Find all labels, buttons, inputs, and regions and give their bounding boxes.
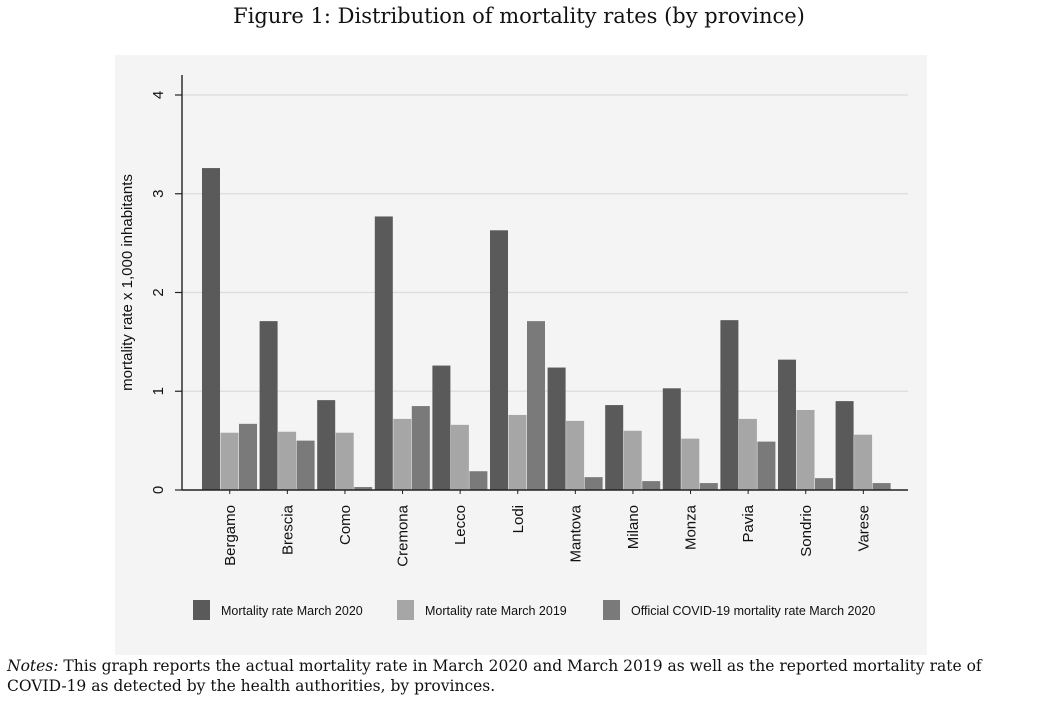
bar: [738, 418, 757, 490]
bar: [508, 414, 527, 490]
bar: [815, 478, 833, 490]
notes-label: Notes:: [7, 657, 59, 675]
bar: [642, 481, 661, 490]
bar: [584, 477, 603, 490]
y-tick-label: 3: [150, 190, 167, 198]
bar: [432, 365, 451, 490]
bar: [835, 401, 854, 490]
bar: [202, 168, 220, 490]
bar: [527, 321, 545, 490]
x-tick-label: Varese: [855, 505, 872, 551]
x-tick-label: Como: [337, 505, 354, 545]
plot-background: [115, 55, 927, 655]
notes-text: This graph reports the actual mortality …: [7, 657, 982, 695]
bar: [469, 471, 488, 490]
x-tick-label: Sondrio: [798, 505, 815, 557]
legend-label: Official COVID-19 mortality rate March 2…: [631, 604, 875, 618]
bar: [699, 483, 718, 490]
x-tick-label: Mantova: [567, 504, 584, 562]
bar: [335, 432, 354, 490]
bar: [720, 320, 739, 490]
bar: [317, 400, 336, 490]
bar: [490, 230, 508, 490]
y-tick-label: 2: [150, 288, 167, 296]
x-tick-label: Bergamo: [222, 505, 239, 566]
x-tick-label: Pavia: [740, 504, 757, 542]
legend-swatch: [603, 600, 620, 620]
x-tick-label: Lecco: [452, 505, 469, 545]
bar: [796, 410, 815, 490]
bar: [757, 441, 776, 490]
bar: [662, 388, 681, 490]
bar: [566, 420, 585, 490]
figure-notes: Notes: This graph reports the actual mor…: [7, 656, 1035, 696]
figure-title: Figure 1: Distribution of mortality rate…: [233, 4, 805, 28]
bar: [623, 430, 642, 490]
y-tick-label: 1: [150, 387, 167, 395]
bar: [354, 487, 373, 490]
bar: [854, 434, 873, 490]
bar: [605, 405, 624, 490]
bar: [374, 216, 393, 490]
legend-label: Mortality rate March 2019: [425, 604, 567, 618]
bar: [259, 321, 278, 490]
x-tick-label: Cremona: [395, 504, 412, 566]
y-tick-label: 0: [150, 486, 167, 494]
x-tick-label: Monza: [683, 504, 700, 550]
x-tick-label: Lodi: [510, 505, 527, 533]
bar: [411, 406, 430, 490]
legend-swatch: [397, 600, 414, 620]
y-tick-label: 4: [150, 91, 167, 99]
legend-label: Mortality rate March 2020: [221, 604, 363, 618]
bar: [239, 423, 257, 490]
bar: [681, 438, 700, 490]
bar: [778, 359, 796, 490]
x-tick-label: Brescia: [279, 504, 296, 555]
bar: [220, 432, 239, 490]
bar: [872, 483, 891, 490]
bar: [278, 431, 297, 490]
bar: [450, 424, 469, 490]
legend-swatch: [193, 600, 210, 620]
x-tick-label: Milano: [625, 505, 642, 549]
bar: [393, 418, 412, 490]
bar: [547, 367, 566, 490]
bar: [296, 440, 315, 490]
y-axis-label: mortality rate x 1,000 inhabitants: [119, 174, 136, 391]
